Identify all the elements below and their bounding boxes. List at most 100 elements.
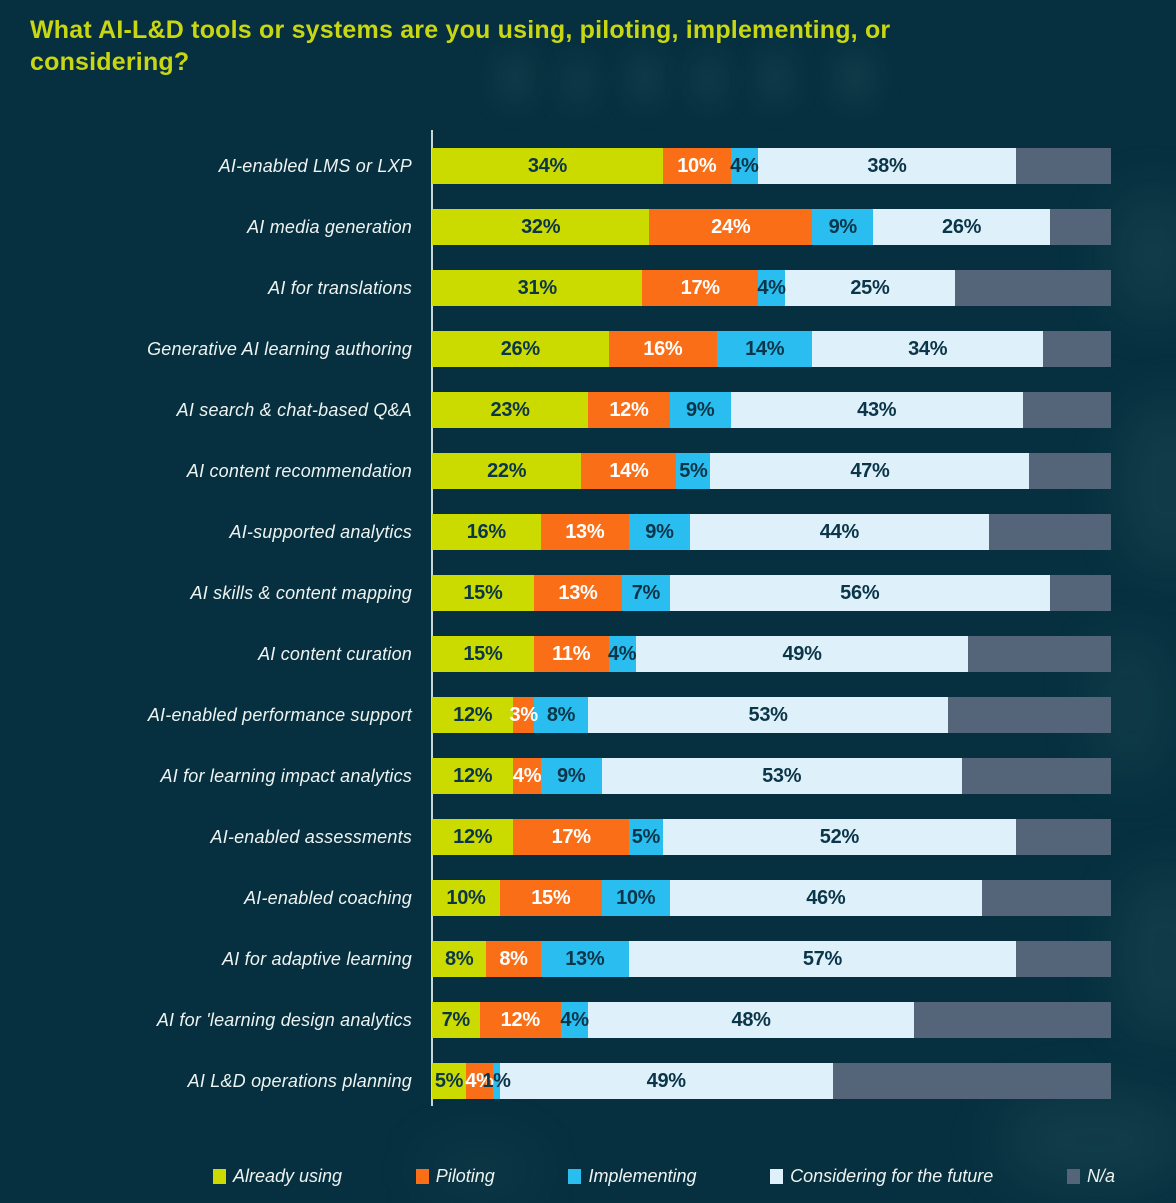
background-blur-decoration — [1115, 870, 1176, 1040]
bar-value-label: 49% — [646, 1069, 686, 1092]
bar-segment-already-using: 22% — [432, 453, 582, 489]
background-blur-decoration — [1118, 400, 1176, 570]
bar-segment-implementing: 4% — [730, 148, 759, 184]
bar-segment-implementing: 7% — [622, 575, 670, 611]
legend-item-considering-for-the-future: Considering for the future — [770, 1166, 993, 1187]
bar-value-label: 17% — [551, 825, 591, 848]
bar-segment-already-using: 7% — [432, 1002, 480, 1038]
bar-track: 34% 10% 4% 38% — [432, 148, 1111, 184]
bar-segment-n-a — [1049, 575, 1111, 611]
category-label: AI skills & content mapping — [190, 582, 412, 603]
bar-value-label: 32% — [521, 215, 561, 238]
category-label: AI for 'learning design analytics — [156, 1009, 412, 1030]
bar-segment-implementing: 5% — [628, 819, 663, 855]
category-label: AI for adaptive learning — [222, 948, 412, 969]
bar-segment-n-a — [968, 636, 1111, 672]
background-blur-decoration — [500, 52, 530, 104]
bar-value-label: 15% — [463, 581, 503, 604]
background-blur-decoration — [1000, 1090, 1176, 1190]
bar-track: 31% 17% 4% 25% — [432, 270, 1111, 306]
bar-segment-already-using: 34% — [432, 148, 663, 184]
bar-segment-already-using: 15% — [432, 636, 534, 672]
category-label: AI-enabled assessments — [210, 826, 412, 847]
bar-value-label: 10% — [446, 886, 486, 909]
bar-segment-implementing: 14% — [717, 331, 813, 367]
background-blur-decoration — [1108, 190, 1176, 320]
bar-value-label: 24% — [711, 215, 751, 238]
bar-segment-piloting: 24% — [649, 209, 813, 245]
bar-segment-piloting: 4% — [465, 1063, 494, 1099]
bar-segment-implementing: 9% — [540, 758, 602, 794]
bar-value-label: 8% — [445, 947, 474, 970]
category-label: AI-enabled performance support — [147, 704, 412, 725]
y-axis-line — [431, 130, 433, 1106]
chart-row: AI media generation 32% 24% 9% 26% — [0, 209, 1111, 245]
chart-row: AI for 'learning design analytics 7% 12% 4%… — [0, 1002, 1111, 1038]
background-blur-decoration — [695, 55, 723, 105]
bar-value-label: 3% — [509, 703, 539, 726]
chart-legend: Already using Piloting Implementing Conside… — [213, 1166, 1115, 1187]
bar-segment-n-a — [988, 514, 1111, 550]
bar-value-label: 17% — [680, 276, 720, 299]
bar-segment-piloting: 14% — [581, 453, 677, 489]
legend-swatch-icon — [415, 1169, 429, 1184]
category-label: AI media generation — [247, 216, 412, 237]
bar-segment-implementing: 5% — [676, 453, 711, 489]
category-label: Generative AI learning authoring — [147, 338, 412, 359]
legend-swatch-icon — [1066, 1169, 1080, 1184]
chart-row: AI-enabled assessments 12% 17% 5% 52% — [0, 819, 1111, 855]
bar-segment-considering-for-the-future: 25% — [785, 270, 955, 306]
bar-segment-already-using: 12% — [432, 819, 514, 855]
bar-segment-n-a — [954, 270, 1111, 306]
bar-value-label: 23% — [490, 398, 530, 421]
chart-row: AI for adaptive learning 8% 8% 13% 57% — [0, 941, 1111, 977]
bar-segment-already-using: 5% — [432, 1063, 466, 1099]
bar-value-label: 26% — [500, 337, 540, 360]
chart-rows: AI-enabled LMS or LXP 34% 10% 4% 38% AI media… — [0, 148, 1111, 1099]
bar-value-label: 10% — [616, 886, 656, 909]
chart-row: AI content curation 15% 11% 4% 49% — [0, 636, 1111, 672]
bar-segment-n-a — [1022, 392, 1111, 428]
legend-item-n-a: N/a — [1066, 1166, 1115, 1187]
bar-segment-considering-for-the-future: 34% — [812, 331, 1044, 367]
bar-value-label: 31% — [517, 276, 557, 299]
bar-value-label: 48% — [731, 1008, 771, 1031]
bar-segment-implementing: 4% — [757, 270, 786, 306]
legend-label: N/a — [1086, 1166, 1115, 1186]
bar-segment-already-using: 12% — [432, 697, 514, 733]
chart-row: AI skills & content mapping 15% 13% 7% 56% — [0, 575, 1111, 611]
bar-segment-considering-for-the-future: 43% — [730, 392, 1023, 428]
legend-label: Piloting — [435, 1166, 495, 1186]
legend-label: Considering for the future — [790, 1166, 994, 1186]
bar-value-label: 44% — [819, 520, 859, 543]
bar-value-label: 15% — [531, 886, 571, 909]
bar-value-label: 16% — [466, 520, 506, 543]
legend-label: Implementing — [588, 1166, 697, 1186]
bar-segment-piloting: 4% — [513, 758, 542, 794]
bar-value-label: 5% — [631, 825, 661, 848]
category-label: AI-enabled coaching — [244, 887, 412, 908]
bar-segment-already-using: 12% — [432, 758, 514, 794]
bar-segment-piloting: 16% — [608, 331, 718, 367]
bar-segment-piloting: 12% — [588, 392, 670, 428]
legend-item-already-using: Already using — [213, 1166, 342, 1187]
bar-value-label: 26% — [942, 215, 982, 238]
bar-segment-considering-for-the-future: 57% — [628, 941, 1016, 977]
bar-value-label: 13% — [565, 947, 605, 970]
bar-segment-piloting: 17% — [642, 270, 758, 306]
bar-value-label: 14% — [609, 459, 649, 482]
chart-row: Generative AI learning authoring 26% 16% 14… — [0, 331, 1111, 367]
category-label: AI for translations — [268, 277, 412, 298]
bar-segment-considering-for-the-future: 53% — [588, 697, 948, 733]
bar-segment-piloting: 10% — [662, 148, 731, 184]
bar-value-label: 12% — [453, 703, 493, 726]
bar-segment-considering-for-the-future: 49% — [635, 636, 969, 672]
bar-segment-n-a — [961, 758, 1111, 794]
bar-segment-piloting: 3% — [510, 697, 538, 733]
bar-segment-implementing: 9% — [669, 392, 731, 428]
bar-segment-already-using: 15% — [432, 575, 534, 611]
bar-value-label: 25% — [850, 276, 890, 299]
bar-segment-piloting: 12% — [479, 1002, 561, 1038]
chart-row: AI-supported analytics 16% 13% 9% 44% — [0, 514, 1111, 550]
bar-value-label: 53% — [748, 703, 788, 726]
